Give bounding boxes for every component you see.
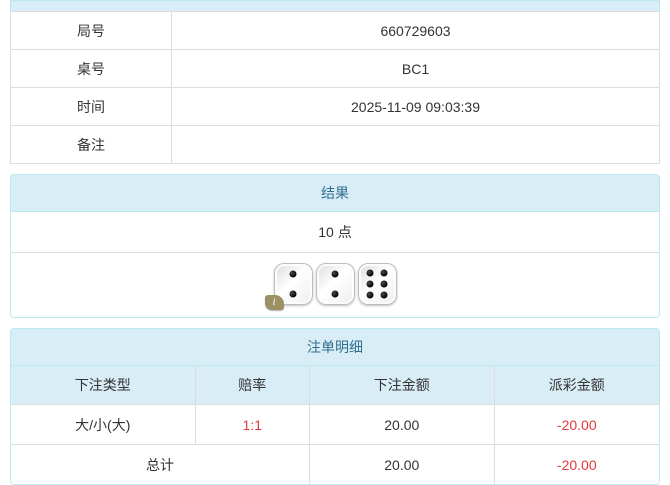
die-pip	[380, 269, 388, 277]
dice-group: i	[11, 253, 659, 317]
col-header-odds: 赔率	[194, 366, 311, 405]
die-2	[315, 263, 355, 305]
die-pip	[366, 291, 374, 299]
die-pip	[366, 280, 374, 288]
result-panel: 结果 10 点 i	[10, 174, 660, 318]
odds-value: 1:1	[194, 404, 311, 445]
col-header-bet-type: 下注类型	[11, 366, 196, 405]
die-pip	[380, 291, 388, 299]
bet-details-panel: 注单明细 下注类型 赔率 下注金额 派彩金额 大/小(大) 1:1 20.00 …	[10, 328, 660, 485]
round-id-label: 局号	[10, 11, 172, 50]
time-value: 2025-11-09 09:03:39	[171, 87, 660, 126]
total-bet-amount: 20.00	[309, 444, 495, 484]
die-1: i	[264, 263, 313, 310]
game-info-table: 局号 660729603 桌号 BC1 时间 2025-11-09 09:03:…	[10, 11, 660, 164]
table-row: 备注	[10, 125, 660, 164]
die-pip	[289, 290, 297, 298]
top-panel-header-cutoff	[10, 0, 660, 11]
result-points: 10 点	[11, 212, 659, 253]
info-icon[interactable]: i	[264, 295, 284, 310]
time-label: 时间	[10, 87, 172, 126]
die-pip	[289, 270, 297, 278]
table-row: 局号 660729603	[10, 11, 660, 50]
payout-amount-value: -20.00	[493, 404, 659, 445]
table-id-label: 桌号	[10, 49, 172, 88]
col-header-payout-amount: 派彩金额	[493, 366, 659, 405]
table-header-row: 下注类型 赔率 下注金额 派彩金额	[11, 366, 659, 405]
col-header-bet-amount: 下注金额	[309, 366, 495, 405]
table-id-value: BC1	[171, 49, 660, 88]
die-pip	[331, 290, 339, 298]
die-3	[357, 263, 397, 305]
total-label: 总计	[11, 444, 310, 484]
table-row: 大/小(大) 1:1 20.00 -20.00	[11, 404, 659, 445]
table-row: 时间 2025-11-09 09:03:39	[10, 87, 660, 126]
remark-value	[171, 125, 660, 164]
bet-details-table: 下注类型 赔率 下注金额 派彩金额 大/小(大) 1:1 20.00 -20.0…	[11, 366, 659, 484]
bet-details-title: 注单明细	[11, 329, 659, 366]
bet-amount-value: 20.00	[309, 404, 495, 445]
total-row: 总计 20.00 -20.00	[11, 444, 659, 484]
remark-label: 备注	[10, 125, 172, 164]
bet-type-value: 大/小(大)	[11, 404, 196, 445]
round-id-value: 660729603	[171, 11, 660, 50]
total-payout-amount: -20.00	[493, 444, 659, 484]
result-panel-title: 结果	[11, 175, 659, 212]
die-pip	[380, 280, 388, 288]
table-row: 桌号 BC1	[10, 49, 660, 88]
die-pip	[366, 269, 374, 277]
die-pip	[331, 270, 339, 278]
